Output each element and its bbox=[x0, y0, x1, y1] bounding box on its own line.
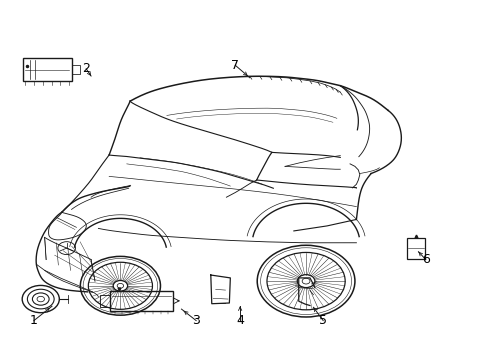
Text: 1: 1 bbox=[30, 314, 38, 327]
Text: 7: 7 bbox=[231, 59, 239, 72]
Text: 3: 3 bbox=[192, 314, 200, 327]
Text: 4: 4 bbox=[236, 314, 244, 327]
Text: 2: 2 bbox=[82, 62, 90, 75]
Bar bbox=[72, 65, 80, 74]
Bar bbox=[23, 58, 72, 81]
Bar bbox=[100, 294, 110, 307]
Bar bbox=[407, 238, 425, 258]
Text: 5: 5 bbox=[319, 314, 327, 327]
Bar bbox=[110, 291, 173, 311]
Text: 6: 6 bbox=[422, 253, 430, 266]
